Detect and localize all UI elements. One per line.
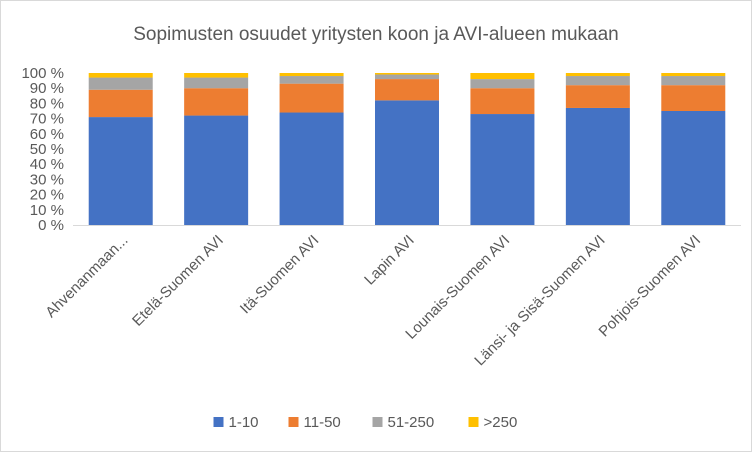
- legend-item: 11-50: [288, 414, 341, 431]
- x-category-label: Pohjois-Suomen AVI: [596, 232, 705, 341]
- y-tick-label: 10 %: [30, 202, 64, 219]
- bar-segment: [88, 89, 153, 118]
- legend-swatch: [288, 417, 299, 427]
- legend-label: 51-250: [388, 414, 435, 431]
- x-category-label: Ahvenanmaan...: [42, 232, 131, 321]
- bar-segment: [565, 85, 630, 108]
- bar-segment: [279, 112, 344, 225]
- bar-segment: [565, 73, 630, 77]
- bar-segment: [661, 76, 726, 86]
- bar-segment: [375, 100, 439, 225]
- bar-segment: [184, 73, 249, 78]
- legend: 1-10 11-50 51-250 >250: [213, 414, 518, 431]
- bar-segment: [470, 73, 535, 80]
- y-tick-label: 60 %: [30, 126, 64, 143]
- bar-segment: [279, 73, 344, 77]
- bar-segment: [565, 76, 630, 86]
- bar-segment: [565, 107, 630, 225]
- plot-area: 0 %10 %20 %30 %40 %50 %60 %70 %80 %90 %1…: [21, 65, 741, 369]
- bar-segment: [375, 79, 439, 101]
- bar-segment: [184, 88, 249, 116]
- legend-label: >250: [484, 414, 518, 431]
- legend-label: 1-10: [229, 414, 259, 431]
- bar-segment: [375, 74, 439, 80]
- y-tick-label: 90 %: [30, 80, 64, 97]
- y-tick-label: 80 %: [30, 95, 64, 112]
- bar-segment: [470, 114, 535, 225]
- legend-item: 1-10: [213, 414, 259, 431]
- bar-segment: [661, 85, 726, 111]
- y-tick-label: 40 %: [30, 156, 64, 173]
- legend-item: >250: [468, 414, 518, 431]
- bar-segment: [661, 111, 726, 225]
- bar-segment: [184, 77, 249, 89]
- legend-swatch: [213, 417, 224, 427]
- y-tick-label: 30 %: [30, 171, 64, 188]
- legend-swatch: [372, 417, 383, 427]
- y-tick-label: 70 %: [30, 111, 64, 128]
- x-category-label: Itä-Suomen AVI: [237, 232, 323, 318]
- bar-segment: [184, 115, 249, 225]
- legend-label: 11-50: [304, 414, 341, 431]
- bar-segment: [279, 76, 344, 84]
- bar-segment: [661, 73, 726, 77]
- bar-segment: [470, 79, 535, 89]
- bar-segment: [88, 77, 153, 90]
- x-category-label: Etelä-Suomen AVI: [129, 232, 227, 330]
- bar-segment: [88, 117, 153, 225]
- x-category-label: Lounais-Suomen AVI: [402, 232, 513, 343]
- bar-segment: [470, 88, 535, 115]
- legend-swatch: [468, 417, 479, 427]
- chart-title: Sopimusten osuudet yritysten koon ja AVI…: [133, 24, 619, 45]
- y-tick-label: 0 %: [38, 217, 64, 234]
- bar-segment: [88, 73, 153, 78]
- x-category-label: Lapin AVI: [361, 232, 418, 289]
- bar-segment: [375, 73, 439, 75]
- y-tick-label: 100 %: [21, 65, 64, 82]
- y-tick-label: 20 %: [30, 187, 64, 204]
- bar-segment: [279, 83, 344, 113]
- y-tick-label: 50 %: [30, 141, 64, 158]
- legend-item: 51-250: [372, 414, 435, 431]
